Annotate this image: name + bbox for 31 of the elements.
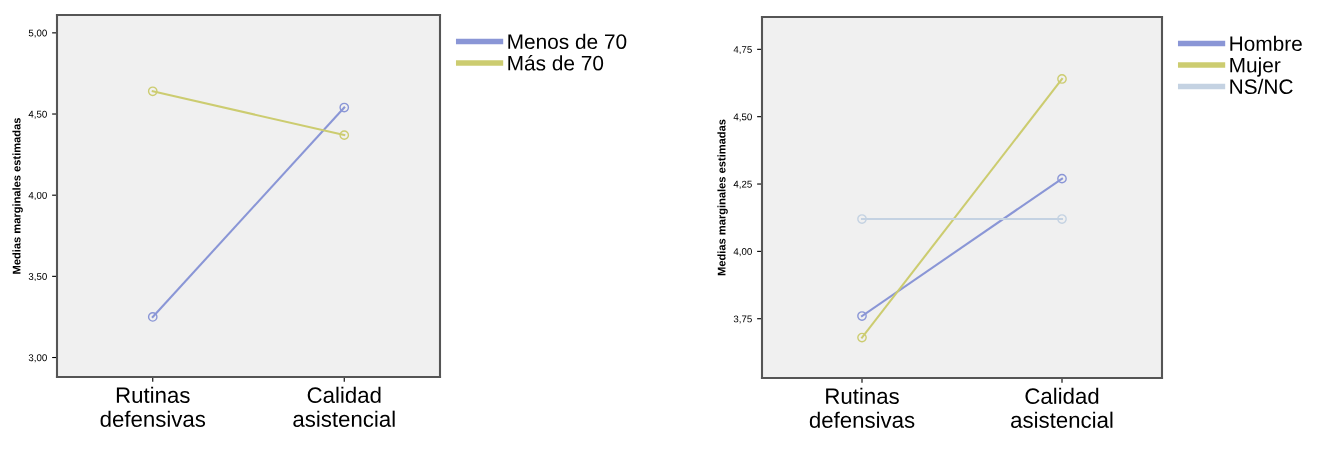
- y-tick-label: 5,00: [28, 29, 47, 38]
- x-tick-label: Calidad asistencial: [1011, 387, 1113, 428]
- point: [339, 130, 350, 140]
- y-tick-label: 3,50: [28, 273, 47, 282]
- legend-label: NS/NC: [1230, 78, 1293, 95]
- point: [1057, 214, 1067, 224]
- x-tick-label: Rutinas defensivas: [100, 386, 206, 427]
- y-tick-label: 3,00: [28, 354, 47, 363]
- point: [147, 86, 158, 97]
- point: [857, 332, 867, 343]
- y-tick-label: 4,50: [733, 113, 752, 122]
- point: [147, 312, 158, 322]
- y-tick-label: 4,50: [28, 110, 47, 119]
- legend-label: Hombre: [1230, 35, 1302, 52]
- x-tick-label: Calidad asistencial: [293, 386, 395, 427]
- legend-label: Menos de 70: [508, 33, 627, 50]
- point: [1057, 173, 1067, 184]
- point: [857, 214, 867, 224]
- point: [857, 311, 867, 321]
- legend-label: Mujer: [1230, 57, 1281, 77]
- x-tick-label: Rutinas defensivas: [809, 387, 915, 428]
- legend-label: Más de 70: [508, 55, 604, 71]
- point: [339, 102, 350, 113]
- y-axis-title: Medias marginales estimadas: [717, 119, 728, 276]
- y-tick-label: 4,75: [733, 46, 752, 55]
- y-tick-label: 3,75: [733, 315, 752, 324]
- y-tick-label: 4,25: [733, 180, 752, 189]
- point: [1057, 74, 1067, 84]
- y-tick-label: 4,00: [733, 248, 752, 257]
- y-axis-title: Medias marginales estimadas: [12, 118, 23, 274]
- y-tick-label: 4,00: [28, 191, 47, 200]
